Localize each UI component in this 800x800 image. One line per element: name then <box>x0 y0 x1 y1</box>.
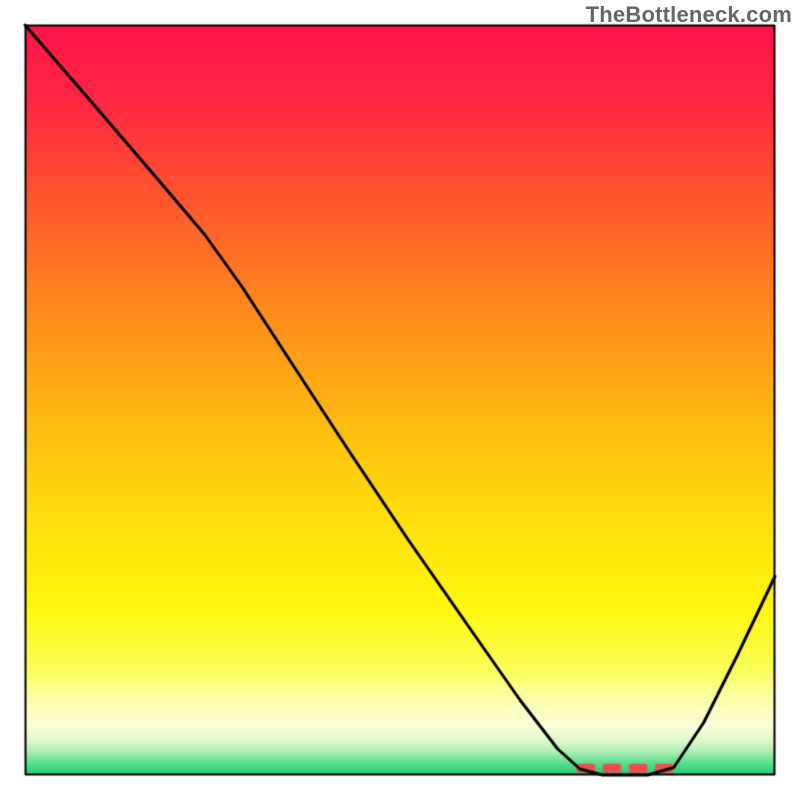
watermark-text: TheBottleneck.com <box>586 2 792 28</box>
chart-container: TheBottleneck.com <box>0 0 800 800</box>
gradient-chart-canvas <box>0 0 800 800</box>
